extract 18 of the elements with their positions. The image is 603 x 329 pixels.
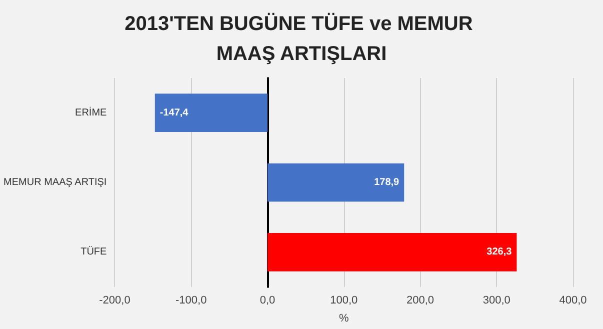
x-axis-title: % xyxy=(338,312,349,324)
y-tick-label: MEMUR MAAŞ ARTIŞI xyxy=(4,177,107,188)
y-tick-label: ERİME xyxy=(75,106,108,118)
data-label: 178,9 xyxy=(374,177,400,188)
bar xyxy=(154,94,268,132)
x-tick-label: -200,0 xyxy=(99,294,130,306)
x-tick-label: 400,0 xyxy=(559,294,587,306)
data-label: 326,3 xyxy=(486,246,512,258)
data-label: -147,4 xyxy=(160,107,189,118)
bar xyxy=(267,233,517,272)
x-tick-label: 100,0 xyxy=(330,294,358,306)
x-tick-label: 200,0 xyxy=(406,294,434,306)
y-tick-label: TÜFE xyxy=(80,246,108,258)
x-tick-label: -100,0 xyxy=(175,294,207,306)
bar xyxy=(267,163,404,202)
x-tick-label: 300,0 xyxy=(482,294,510,306)
chart-title: 2013'TEN BUGÜNE TÜFE ve MEMUR MAAŞ ARTIŞLARI xyxy=(124,12,478,65)
x-tick-label: 0,0 xyxy=(260,294,276,306)
